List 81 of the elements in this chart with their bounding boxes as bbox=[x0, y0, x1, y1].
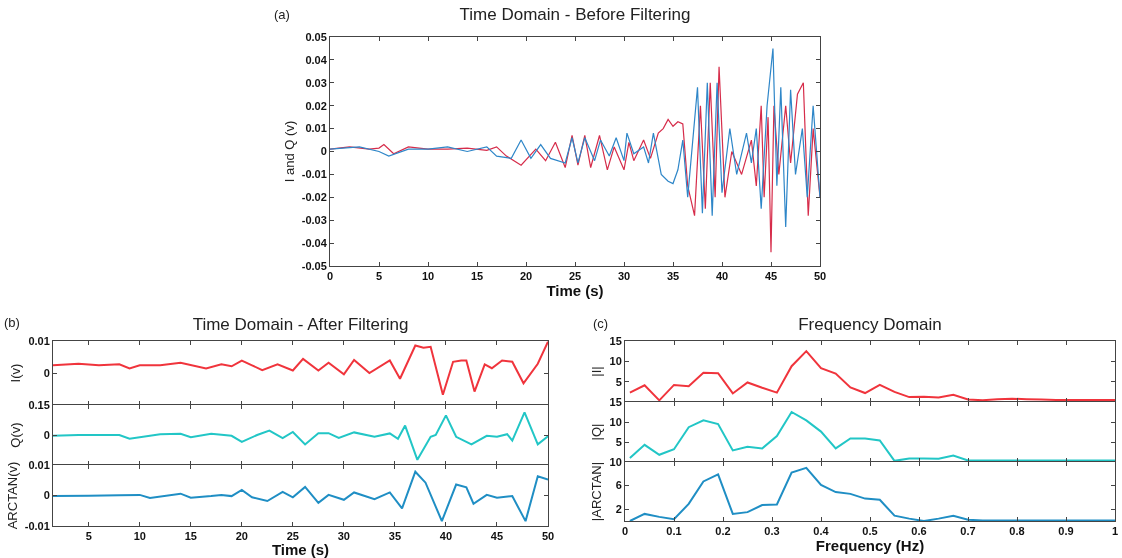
x-axis-title: Time (s) bbox=[271, 541, 330, 558]
text: (c) bbox=[593, 316, 609, 331]
chart-title: Time Domain - Before Filtering bbox=[459, 4, 691, 24]
y-tick-label: 0.04 bbox=[305, 53, 328, 66]
y-tick-label: 6 bbox=[615, 479, 622, 492]
y-tick-label: 10 bbox=[609, 415, 622, 428]
x-tick-label: 30 bbox=[337, 530, 351, 543]
line-series bbox=[628, 466, 1115, 521]
text: (b) bbox=[4, 315, 20, 330]
x-tick-label: 40 bbox=[715, 270, 729, 283]
y-tick-label: 0 bbox=[43, 366, 50, 379]
x-tick-label: 0.8 bbox=[1009, 525, 1025, 538]
y-tick-label: 5 bbox=[615, 435, 622, 448]
y-tick-label: 0.05 bbox=[305, 30, 327, 43]
y-tick-label: 10 bbox=[609, 455, 622, 468]
x-tick-label: 20 bbox=[519, 270, 533, 283]
x-tick-label: 25 bbox=[286, 530, 299, 543]
x-tick-label: 35 bbox=[388, 530, 402, 543]
chart-title: Frequency Domain bbox=[798, 314, 942, 334]
x-tick-label: 15 bbox=[470, 270, 484, 283]
x-tick-label: 5 bbox=[85, 530, 92, 543]
x-tick-label: 20 bbox=[235, 530, 248, 543]
x-tick-label: 0.1 bbox=[666, 525, 682, 538]
y-tick-label: 0.15 bbox=[28, 398, 50, 411]
x-tick-label: 0.5 bbox=[862, 525, 878, 538]
y-tick-label: 0.03 bbox=[305, 76, 327, 89]
x-axis-title: Frequency (Hz) bbox=[815, 537, 925, 555]
line-series bbox=[628, 350, 1115, 402]
y-tick-label: -0.04 bbox=[301, 236, 328, 249]
line-series bbox=[53, 411, 548, 461]
y-tick-label: 0.02 bbox=[305, 99, 327, 112]
x-tick-label: 0.9 bbox=[1058, 525, 1074, 538]
y-tick-label: 0 bbox=[320, 145, 327, 158]
y-axis-title: |I| bbox=[589, 366, 605, 377]
y-axis-title: I(v) bbox=[8, 363, 24, 383]
x-tick-label: 45 bbox=[490, 530, 504, 543]
y-tick-label: 0.01 bbox=[28, 334, 50, 347]
y-tick-label: -0.01 bbox=[301, 168, 327, 181]
line-series bbox=[53, 341, 548, 396]
x-tick-label: 10 bbox=[133, 530, 146, 543]
y-tick-label: 10 bbox=[609, 355, 622, 368]
y-axis-title: Q(v) bbox=[8, 422, 24, 448]
x-tick-label: 0.3 bbox=[764, 525, 780, 538]
x-tick-label: 40 bbox=[439, 530, 453, 543]
y-tick-label: -0.03 bbox=[301, 214, 327, 227]
y-axis-title: I and Q (v) bbox=[281, 120, 297, 183]
y-tick-label: 0.01 bbox=[28, 458, 50, 471]
x-tick-label: 30 bbox=[617, 270, 631, 283]
y-tick-label: -0.01 bbox=[24, 519, 50, 532]
y-tick-label: 2 bbox=[615, 503, 622, 516]
x-tick-label: 0.2 bbox=[715, 525, 731, 538]
y-tick-label: -0.05 bbox=[301, 259, 327, 272]
x-tick-label: 50 bbox=[541, 530, 555, 543]
y-tick-label: 0 bbox=[43, 428, 50, 441]
line-series bbox=[628, 411, 1115, 462]
x-tick-label: 45 bbox=[764, 270, 778, 283]
x-tick-label: 0.6 bbox=[911, 525, 927, 538]
chart-title: Time Domain - After Filtering bbox=[192, 314, 409, 334]
y-tick-label: 15 bbox=[609, 395, 622, 408]
x-tick-label: 10 bbox=[421, 270, 435, 283]
x-tick-label: 35 bbox=[666, 270, 680, 283]
x-tick-label: 0.4 bbox=[813, 525, 830, 538]
y-tick-label: 0.01 bbox=[305, 122, 327, 135]
x-tick-label: 5 bbox=[375, 270, 383, 283]
y-tick-label: 0 bbox=[43, 489, 50, 502]
y-tick-label: 5 bbox=[615, 375, 622, 388]
x-tick-label: 25 bbox=[568, 270, 582, 283]
x-tick-label: 15 bbox=[184, 530, 197, 543]
x-axis-title: Time (s) bbox=[546, 282, 604, 300]
text: (a) bbox=[274, 7, 290, 22]
y-axis-title: ARCTAN(v) bbox=[4, 461, 20, 530]
y-axis-title: |ARCTAN| bbox=[589, 461, 605, 522]
line-series bbox=[330, 66, 820, 253]
y-tick-label: 15 bbox=[609, 334, 622, 347]
x-tick-label: 0.7 bbox=[960, 525, 976, 538]
x-tick-label: 1 bbox=[1111, 525, 1119, 538]
line-series bbox=[330, 47, 820, 228]
y-axis-title: |Q| bbox=[589, 423, 605, 441]
x-tick-label: 50 bbox=[813, 270, 827, 283]
line-series bbox=[53, 470, 548, 523]
y-tick-label: -0.02 bbox=[301, 191, 327, 204]
